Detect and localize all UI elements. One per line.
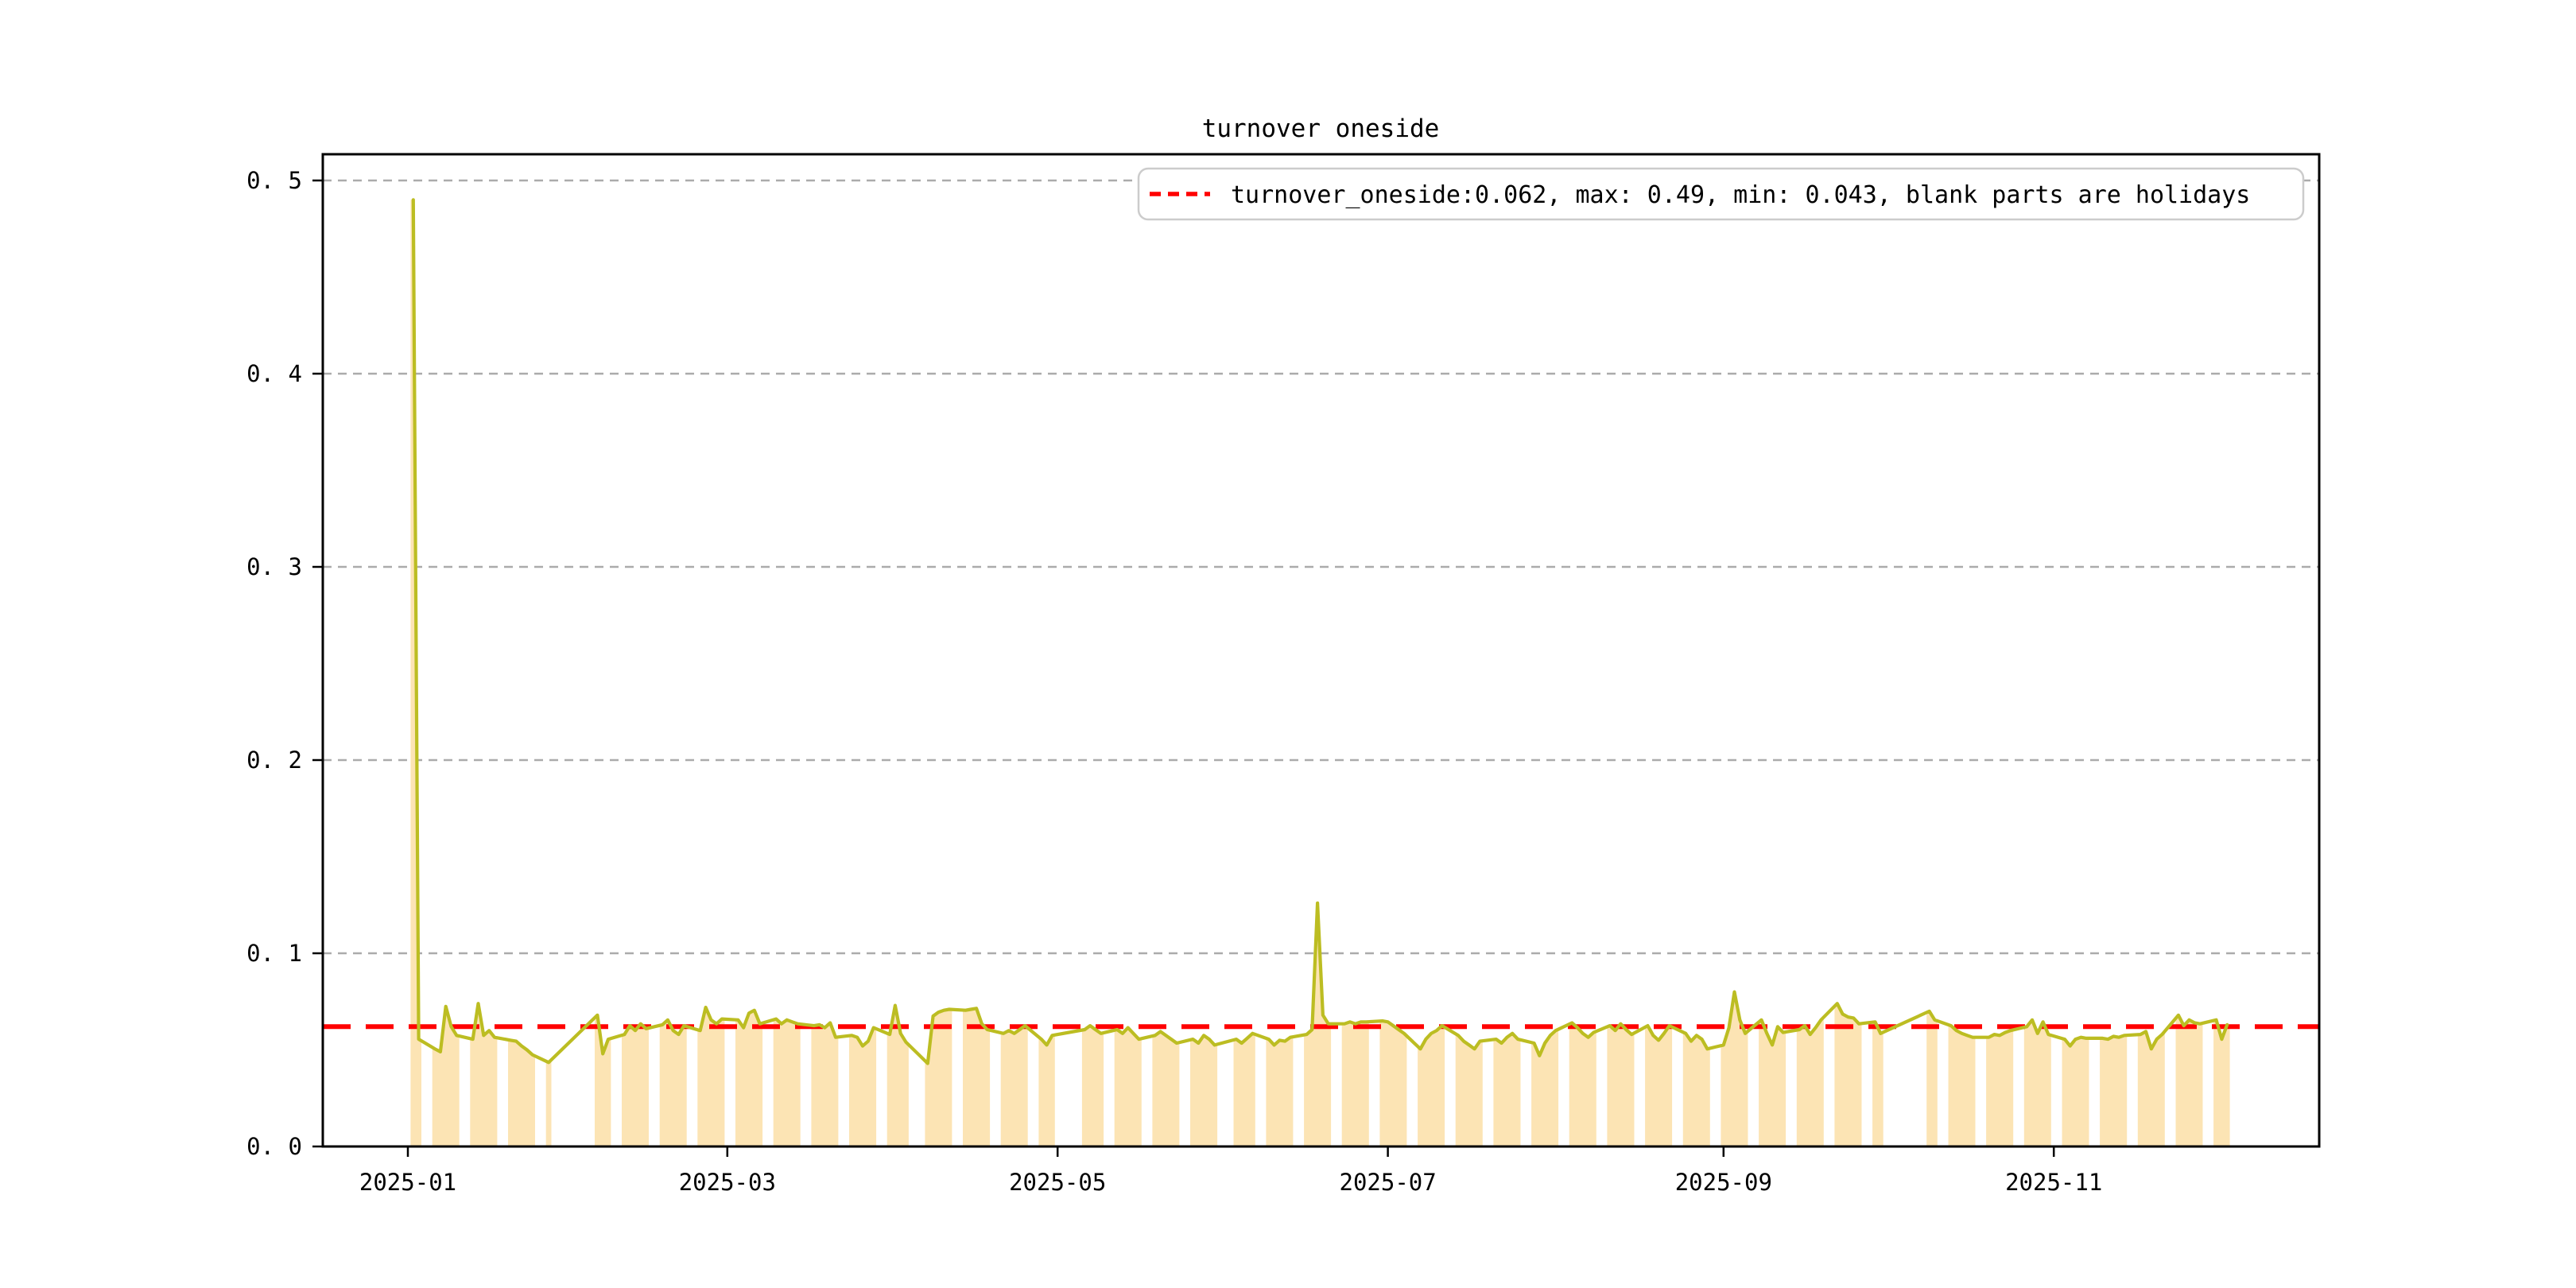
y-tick-label: 0. 5 xyxy=(246,167,302,194)
y-tick-label: 0. 4 xyxy=(246,360,302,387)
x-tick-label: 2025-03 xyxy=(679,1169,776,1196)
trading-day-shading xyxy=(1796,1017,1824,1146)
trading-day-shading xyxy=(2213,1019,2230,1146)
trading-day-shading xyxy=(659,1019,687,1146)
y-tick-label: 0. 2 xyxy=(246,747,302,774)
trading-day-shading xyxy=(1682,1032,1710,1146)
x-tick-label: 2025-05 xyxy=(1009,1169,1106,1196)
holiday-shading-layer xyxy=(410,200,2230,1146)
x-tick-label: 2025-01 xyxy=(359,1169,456,1196)
trading-day-shading xyxy=(1948,1024,1976,1146)
trading-day-shading xyxy=(1926,1011,1938,1146)
trading-day-shading xyxy=(1266,1037,1294,1146)
trading-day-shading xyxy=(2062,1037,2089,1146)
trading-day-shading xyxy=(963,1008,991,1146)
trading-day-shading xyxy=(1759,1019,1787,1146)
y-tick-label: 0. 3 xyxy=(246,553,302,580)
trading-day-shading xyxy=(2023,1019,2051,1146)
trading-day-shading xyxy=(1455,1034,1483,1146)
trading-day-shading xyxy=(1872,1022,1884,1146)
trading-day-shading xyxy=(811,1022,839,1146)
trading-day-shading xyxy=(1986,1030,2014,1146)
trading-day-shading xyxy=(1531,1029,1559,1146)
trading-day-shading xyxy=(773,1018,801,1146)
x-tick-label: 2025-09 xyxy=(1675,1169,1772,1196)
trading-day-shading xyxy=(1114,1027,1142,1146)
trading-day-shading xyxy=(1000,1026,1028,1146)
trading-day-shading xyxy=(1493,1033,1521,1146)
y-tick-label: 0. 1 xyxy=(246,940,302,967)
trading-day-shading xyxy=(1569,1022,1596,1146)
plot-border xyxy=(321,153,2321,1148)
trading-day-shading xyxy=(2137,1031,2165,1146)
trading-day-shading xyxy=(470,1003,498,1146)
turnover-series-line xyxy=(411,198,2229,1065)
trading-day-shading xyxy=(1418,1026,1445,1146)
trading-day-shading xyxy=(1607,1023,1635,1146)
trading-day-shading xyxy=(622,1023,649,1146)
trading-day-shading xyxy=(1645,1026,1673,1146)
grid-layer xyxy=(323,179,2319,955)
trading-day-shading xyxy=(1038,1034,1055,1146)
trading-day-shading xyxy=(1379,1021,1407,1146)
legend-label: turnover_oneside:0.062, max: 0.49, min: … xyxy=(1231,181,2250,209)
trading-day-shading xyxy=(1834,1003,1862,1146)
trading-day-shading xyxy=(735,1010,763,1146)
trading-day-shading xyxy=(1152,1031,1180,1146)
chart-title: turnover oneside xyxy=(1202,114,1440,143)
trading-day-shading xyxy=(545,1060,552,1146)
trading-day-shading xyxy=(595,1014,611,1146)
trading-day-shading xyxy=(1190,1035,1218,1146)
trading-day-shading xyxy=(432,1006,460,1146)
y-tick-label: 0. 0 xyxy=(246,1133,302,1160)
trading-day-shading xyxy=(1081,1026,1104,1146)
trading-day-shading xyxy=(1233,1033,1255,1146)
x-tick-label: 2025-11 xyxy=(2005,1169,2102,1196)
legend-frame xyxy=(1137,167,2305,221)
trading-day-shading xyxy=(849,1027,877,1146)
trading-day-shading xyxy=(2175,1014,2203,1146)
x-tick-label: 2025-07 xyxy=(1339,1169,1436,1196)
trading-day-shading xyxy=(1721,991,1748,1146)
legend-box: turnover_oneside:0.062, max: 0.49, min: … xyxy=(1137,167,2305,221)
trading-day-shading xyxy=(508,1039,535,1146)
trading-day-shading xyxy=(697,1007,725,1146)
axis-ticks-layer: 0. 0 0. 1 0. 2 0. 3 0. 4 0. 5 2025-01 2025-03 20… xyxy=(246,167,2102,1196)
trading-day-shading xyxy=(1341,1022,1369,1146)
trading-day-shading xyxy=(925,1009,952,1146)
trading-day-shading xyxy=(2100,1035,2128,1146)
